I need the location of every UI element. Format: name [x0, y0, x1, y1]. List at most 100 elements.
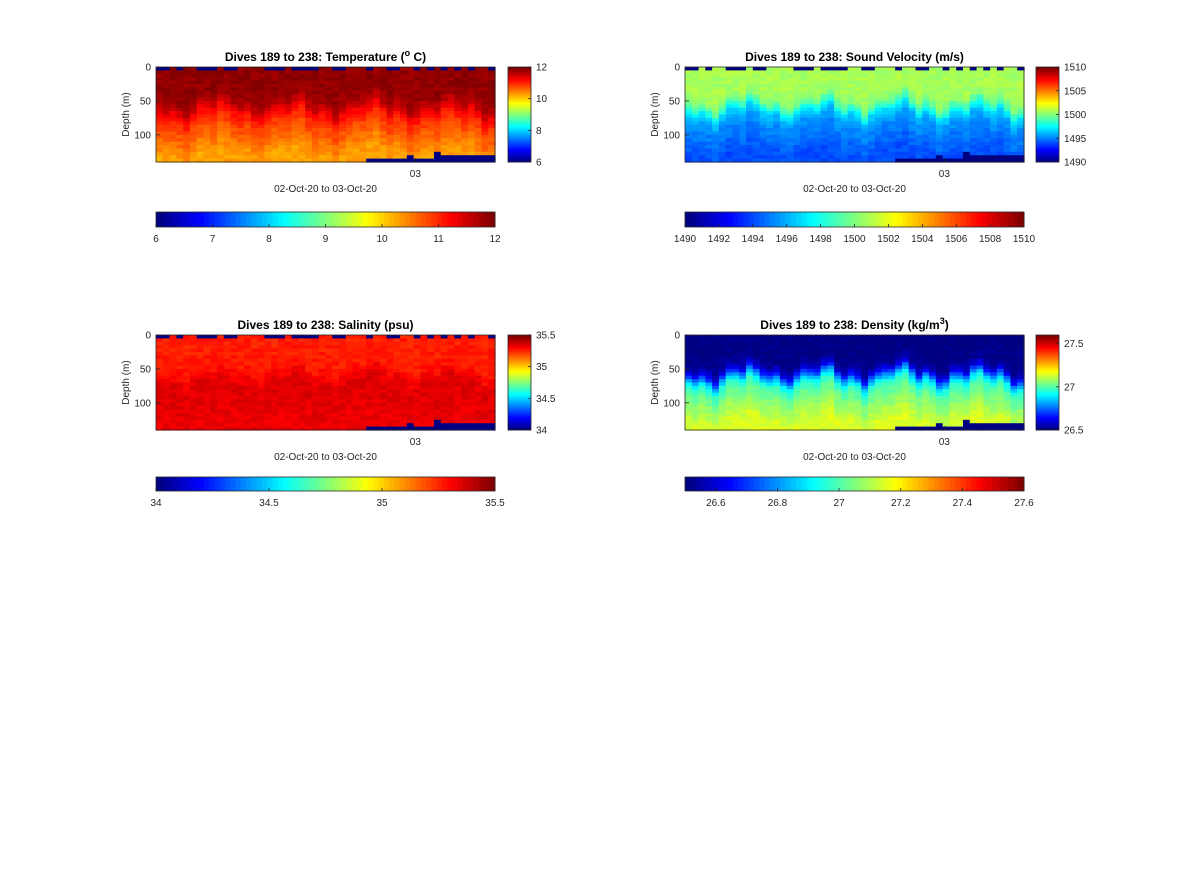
heatmap-cell: [189, 90, 198, 95]
heatmap-cell: [359, 335, 367, 339]
heatmap-cell: [162, 97, 171, 102]
heatmap-cell: [705, 134, 713, 139]
heatmap-cell: [278, 341, 286, 346]
heatmap-cell: [834, 117, 842, 122]
heatmap-cell: [773, 107, 781, 112]
heatmap-cell: [278, 396, 286, 401]
heatmap-cell: [345, 372, 354, 377]
heatmap-cell: [284, 141, 293, 146]
heatmap-cell: [271, 355, 279, 360]
heatmap-cell: [901, 97, 910, 102]
heatmap-cell: [847, 117, 856, 122]
heatmap-cell: [183, 114, 191, 119]
heatmap-cell: [169, 100, 177, 105]
heatmap-cell: [359, 382, 367, 387]
heatmap-cell: [156, 338, 164, 343]
heatmap-cell: [861, 114, 869, 119]
heatmap-cell: [230, 335, 238, 339]
heatmap-cell: [827, 155, 835, 160]
heatmap-cell: [793, 100, 801, 105]
heatmap-cell: [705, 155, 713, 160]
heatmap-cell: [223, 368, 232, 373]
heatmap-cell: [685, 392, 693, 397]
heatmap-cell: [156, 73, 164, 78]
heatmap-cell: [488, 151, 496, 156]
heatmap-cell: [278, 128, 286, 133]
heatmap-cell: [800, 77, 808, 82]
heatmap-cell: [461, 145, 469, 150]
colorbar-swatch: [880, 212, 887, 227]
heatmap-cell: [685, 372, 693, 377]
heatmap-cell: [467, 124, 476, 129]
heatmap-cell: [305, 107, 313, 112]
heatmap-cell: [386, 345, 394, 350]
heatmap-cell: [705, 396, 713, 401]
x-tick-label: 03: [410, 437, 422, 448]
heatmap-cell: [922, 124, 930, 129]
heatmap-cell: [359, 419, 367, 424]
heatmap-cell: [210, 406, 218, 411]
heatmap-cell: [942, 67, 951, 71]
heatmap-cell: [440, 423, 449, 428]
heatmap-cell: [461, 121, 469, 126]
heatmap-cell: [345, 134, 354, 139]
heatmap-cell: [284, 396, 293, 401]
heatmap-cell: [400, 413, 408, 418]
heatmap-cell: [746, 345, 754, 350]
heatmap-cell: [935, 117, 944, 122]
heatmap-cell: [305, 138, 313, 143]
heatmap-cell: [929, 151, 937, 156]
heatmap-cell: [189, 426, 198, 431]
heatmap-cell: [406, 409, 415, 414]
heatmap-cell: [895, 111, 903, 116]
colorbar-swatch: [383, 477, 390, 491]
heatmap-cell: [217, 375, 225, 380]
colorbar-swatch: [508, 412, 531, 415]
heatmap-cell: [298, 423, 306, 428]
heatmap-cell: [732, 413, 740, 418]
heatmap-cell: [990, 83, 998, 88]
heatmap-cell: [820, 121, 828, 126]
heatmap-cell: [718, 365, 727, 370]
colorbar-swatch: [949, 212, 956, 227]
heatmap-cell: [868, 121, 876, 126]
heatmap-cell: [895, 100, 903, 105]
heatmap-cell: [223, 121, 232, 126]
heatmap-cell: [467, 131, 476, 136]
heatmap-cell: [196, 351, 205, 356]
heatmap-cell: [311, 399, 320, 404]
heatmap-cell: [250, 151, 259, 156]
colorbar-swatch: [1036, 160, 1059, 163]
heatmap-cell: [318, 341, 327, 346]
colorbar-swatch: [859, 212, 866, 227]
heatmap-cell: [820, 134, 828, 139]
heatmap-cell: [278, 97, 286, 102]
heatmap-cell: [481, 141, 489, 146]
heatmap-cell: [196, 121, 205, 126]
colorbar-swatch: [193, 477, 199, 491]
heatmap-cell: [223, 351, 232, 356]
heatmap-cell: [278, 372, 286, 377]
colorbar-swatch: [341, 212, 348, 227]
heatmap-cell: [705, 385, 713, 390]
heatmap-cell: [386, 148, 394, 153]
heatmap-cell: [956, 90, 964, 95]
colorbar-swatch: [208, 477, 215, 491]
heatmap-cell: [773, 114, 781, 119]
heatmap-cell: [291, 111, 299, 116]
heatmap-cell: [156, 151, 164, 156]
heatmap-cell: [176, 368, 184, 373]
heatmap-cell: [440, 117, 449, 122]
colorbar-swatch: [1036, 121, 1059, 124]
heatmap-cell: [366, 392, 374, 397]
heatmap-cell: [718, 399, 727, 404]
heatmap-cell: [345, 80, 354, 85]
colorbar-swatch: [508, 144, 531, 147]
heatmap-cell: [244, 365, 252, 370]
heatmap-cell: [942, 97, 951, 102]
heatmap-cell: [345, 111, 354, 116]
heatmap-cell: [298, 155, 306, 160]
heatmap-cell: [359, 351, 367, 356]
heatmap-cell: [474, 345, 483, 350]
heatmap-cell: [217, 385, 225, 390]
